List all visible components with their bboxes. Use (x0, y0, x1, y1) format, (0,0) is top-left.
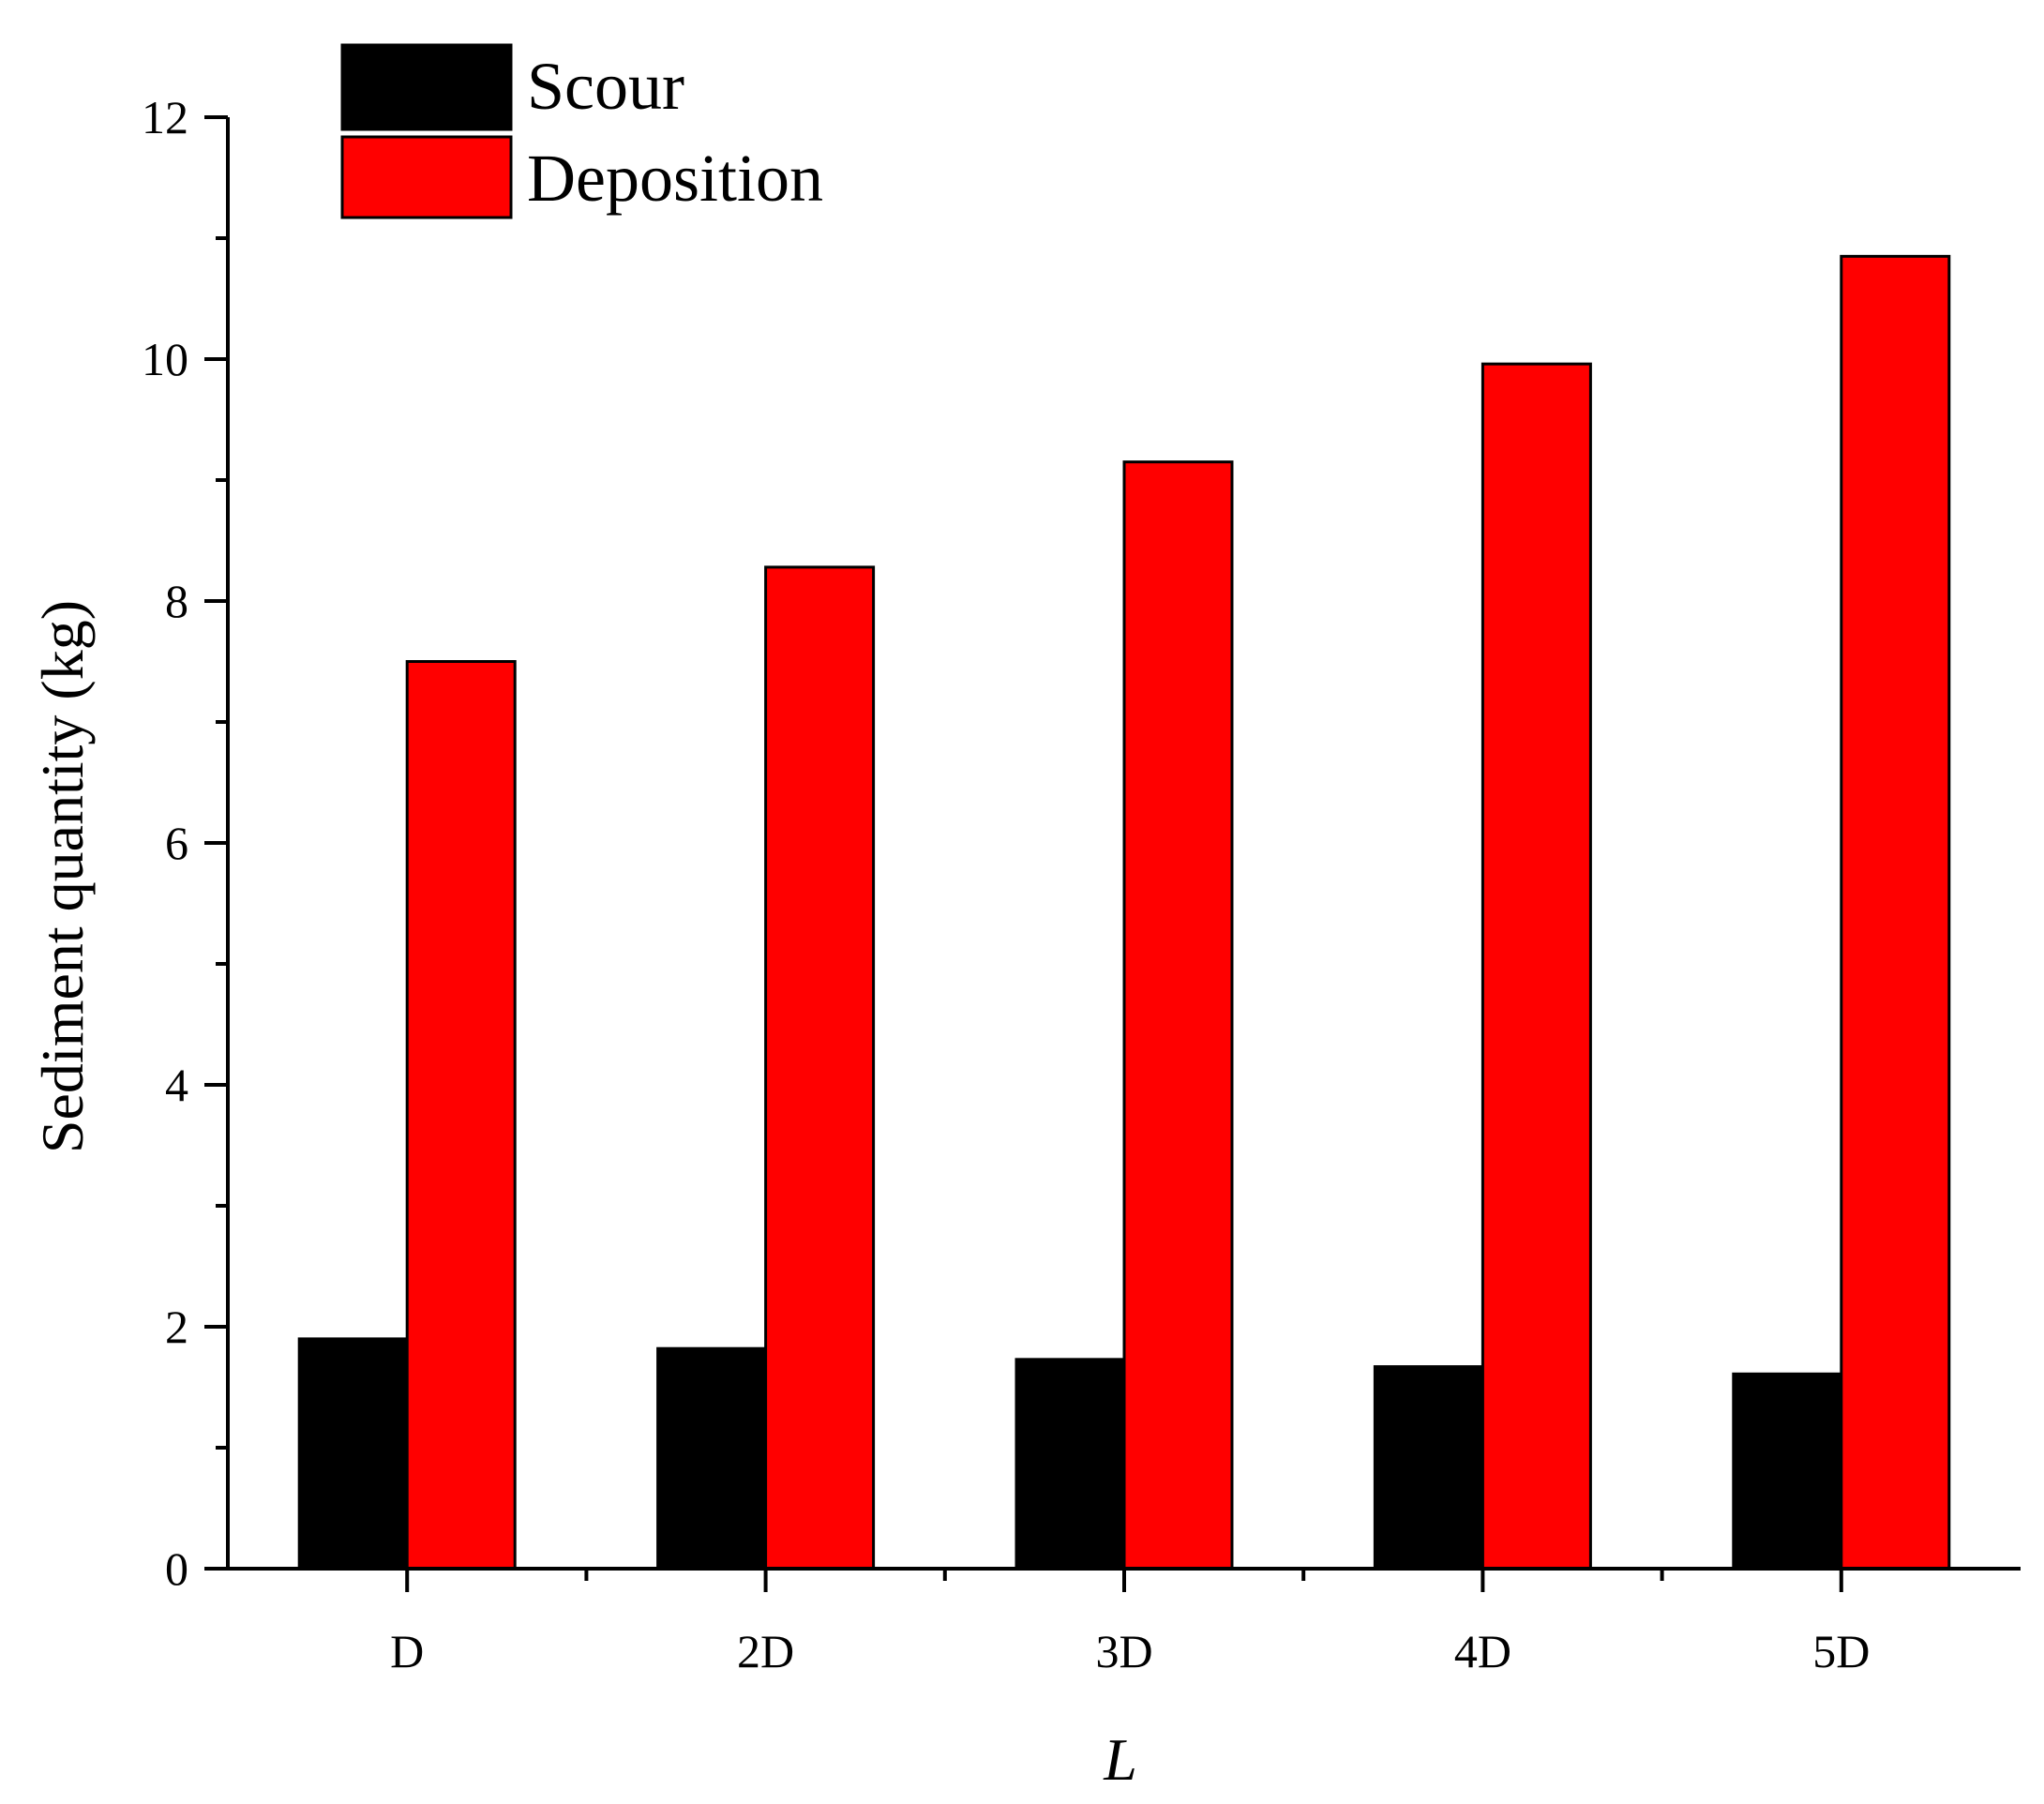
y-tick-label: 10 (142, 333, 188, 385)
x-tick-label: 3D (1095, 1625, 1152, 1677)
x-axis-title: L (1103, 1726, 1137, 1793)
y-tick-label: 12 (142, 91, 188, 143)
legend-label-scour: Scour (527, 49, 684, 124)
legend-swatch-deposition (340, 135, 513, 219)
y-tick-label: 4 (165, 1059, 188, 1111)
bar-scour-2d (656, 1346, 768, 1571)
x-tick-label: 5D (1812, 1625, 1870, 1677)
x-tick-label: D (390, 1625, 424, 1677)
ticks-group: 0 2 4 6 8 10 12 D 2D 3D 4D 5D (142, 91, 1870, 1677)
bar-deposition-d (405, 660, 517, 1571)
bar-scour-3d (1014, 1358, 1126, 1571)
bar-deposition-4d (1480, 362, 1592, 1571)
legend-swatch-scour (340, 43, 513, 131)
y-tick-label: 8 (165, 575, 188, 627)
bar-deposition-3d (1122, 460, 1234, 1571)
bars-group (297, 254, 1951, 1571)
legend: Scour Deposition (340, 43, 823, 219)
bar-scour-4d (1373, 1365, 1484, 1571)
bar-deposition-5d (1840, 254, 1951, 1571)
bar-deposition-2d (764, 565, 876, 1571)
y-tick-label: 6 (165, 817, 188, 869)
legend-label-deposition: Deposition (527, 141, 823, 216)
y-tick-label: 0 (165, 1542, 188, 1595)
x-tick-label: 2D (737, 1625, 794, 1677)
y-tick-label: 2 (165, 1300, 188, 1353)
bar-scour-5d (1732, 1372, 1843, 1571)
bar-scour-d (297, 1337, 409, 1571)
y-axis-title: Sediment quantity (kg) (29, 600, 96, 1153)
x-tick-label: 4D (1454, 1625, 1511, 1677)
